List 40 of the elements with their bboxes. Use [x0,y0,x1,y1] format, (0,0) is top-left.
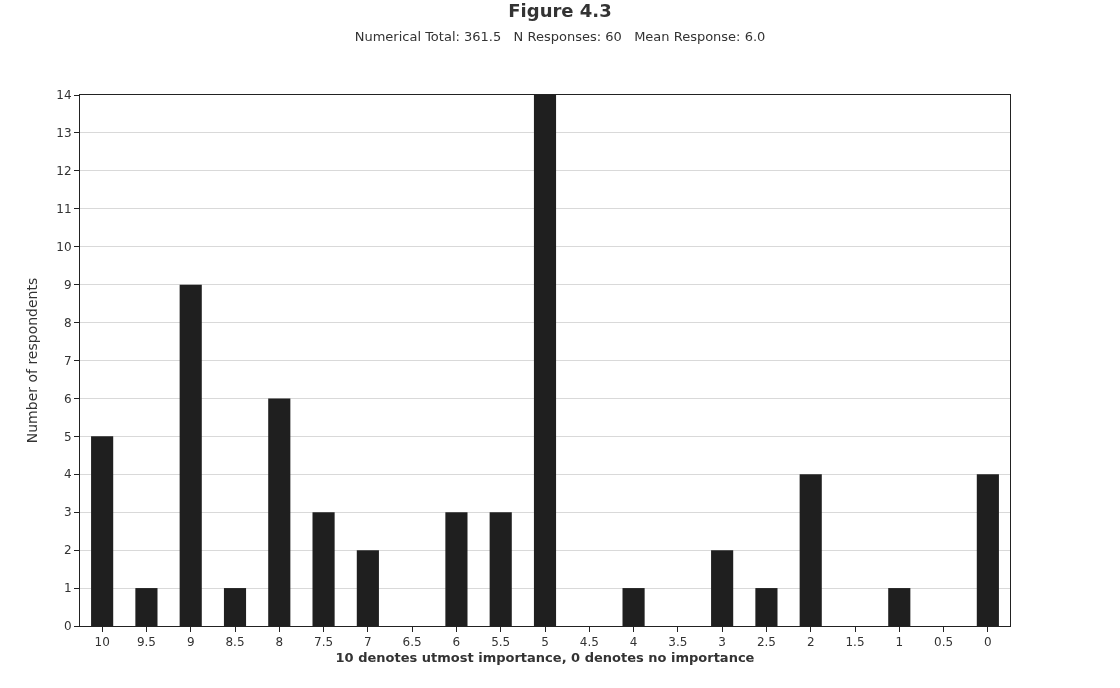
x-tick-label: 10 [94,635,110,650]
y-tick-label: 13 [56,126,72,141]
chart-title: Figure 4.3 [508,0,612,22]
x-tick-label: 3 [718,635,726,650]
y-tick-label: 0 [63,619,72,634]
x-axis-title: 10 denotes utmost importance, 0 denotes no importance [335,650,755,665]
x-tick-label: 5.5 [491,635,511,650]
x-tick-label: 2 [806,635,815,650]
y-tick-label: 4 [63,467,72,482]
y-tick-label: 8 [63,315,72,330]
y-tick-label: 7 [63,353,72,368]
x-tick-label: 6 [452,635,461,650]
x-tick-label: 9.5 [136,635,156,650]
x-tick-label: 0.5 [934,635,954,650]
y-tick-label: 9 [63,277,72,292]
x-tick-label: 4 [629,635,638,650]
x-tick-label: 1 [895,635,904,650]
y-tick-label: 1 [63,581,72,596]
x-tick-label: 6.5 [402,635,422,650]
y-tick-label: 12 [56,164,72,179]
y-tick-label: 14 [56,88,72,103]
y-axis-title: Number of respondents [23,277,40,444]
chart-subtitle: Numerical Total: 361.5 N Responses: 60 Mean Response: 6.0 [354,28,766,44]
y-tick-label: 3 [63,505,72,520]
x-tick-label: 0 [984,635,992,650]
y-tick-label: 6 [63,391,72,406]
y-tick-label: 10 [56,239,72,254]
x-tick-label: 2.5 [756,635,776,650]
x-tick-label: 5 [541,635,549,650]
x-tick-label: 8 [275,635,284,650]
x-tick-label: 9 [186,635,195,650]
y-tick-label: 11 [56,201,72,216]
x-tick-label: 7 [364,635,372,650]
x-tick-label: 7.5 [314,635,334,650]
y-tick-label: 2 [63,543,72,558]
x-tick-label: 1.5 [845,635,865,650]
x-tick-label: 3.5 [668,635,688,650]
y-tick-label: 5 [63,429,72,444]
x-tick-label: 8.5 [225,635,245,650]
x-tick-label: 4.5 [579,635,599,650]
